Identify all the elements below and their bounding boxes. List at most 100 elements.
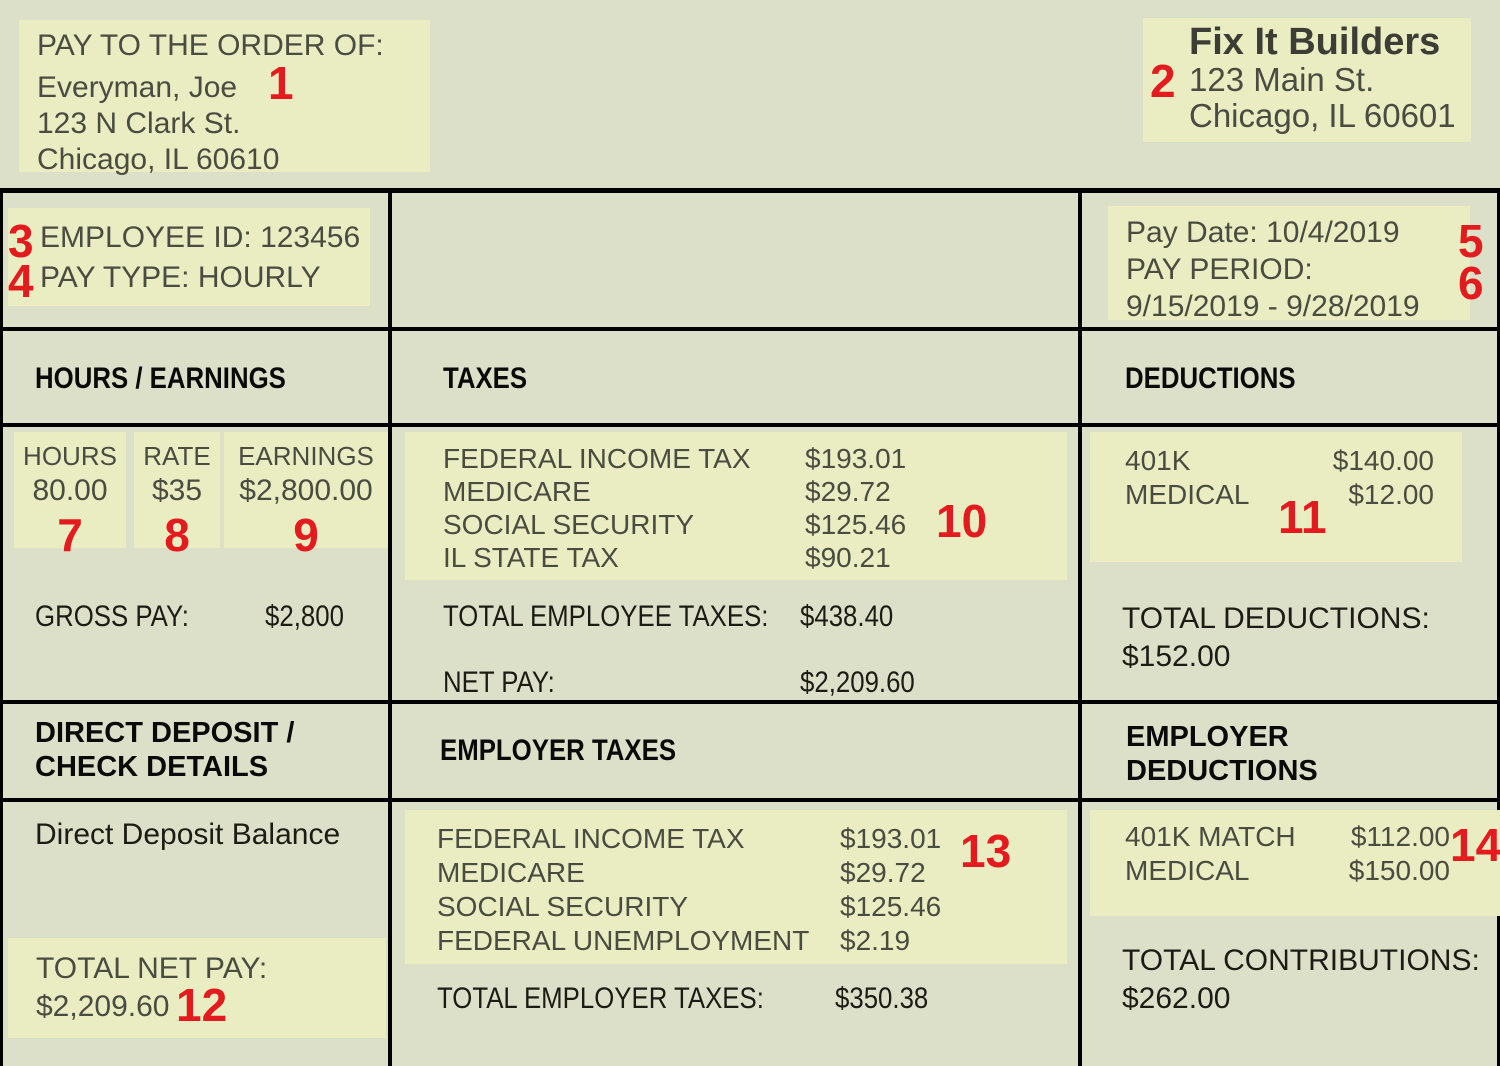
tax-label: IL STATE TAX (443, 542, 619, 573)
total-deductions-value: $152.00 (1122, 640, 1231, 673)
total-deductions-label: TOTAL DEDUCTIONS: (1122, 602, 1430, 635)
gross-pay-value: $2,800 (265, 600, 344, 633)
deduction-row: 401K $140.00 (1125, 444, 1434, 478)
payee-address-line2: Chicago, IL 60610 (37, 143, 280, 176)
tax-row: FEDERAL INCOME TAX $193.01 (443, 442, 1067, 475)
tax-value: $193.01 (805, 443, 907, 474)
employer-tax-label: SOCIAL SECURITY (437, 891, 689, 922)
employer-deduction-label: 401K MATCH (1125, 821, 1296, 852)
divider-header1 (0, 423, 1500, 427)
tax-row: IL STATE TAX $90.21 (443, 541, 1067, 574)
payee-name: Everyman, Joe (37, 71, 238, 104)
hours-column: HOURS 80.00 7 (14, 432, 126, 560)
annotation-14: 14 (1450, 819, 1500, 871)
tax-value: $29.72 (805, 476, 891, 507)
annotation-1: 1 (268, 57, 294, 109)
total-net-pay-value: $2,209.60 (36, 990, 170, 1023)
hours-earnings-header: HOURS / EARNINGS (35, 362, 286, 395)
employer-deduction-value: $150.00 (1348, 855, 1450, 886)
total-employer-taxes-label: TOTAL EMPLOYER TAXES: (437, 982, 764, 1015)
pay-date-label: Pay Date: 10/4/2019 (1126, 216, 1400, 249)
pay-period-range: 9/15/2019 - 9/28/2019 (1126, 290, 1420, 323)
deductions-block: 401K $140.00 MEDICAL $12.00 (1090, 432, 1462, 562)
pay-date-block: Pay Date: 10/4/2019 PAY PERIOD: 9/15/201… (1108, 206, 1470, 323)
payee-block: PAY TO THE ORDER OF: Everyman, Joe 123 N… (19, 20, 430, 176)
employer-tax-row: FEDERAL INCOME TAX $193.01 (437, 822, 1067, 856)
annotation-6: 6 (1458, 257, 1484, 309)
employer-tax-value: $193.01 (840, 823, 942, 854)
rate-value: $35 (151, 474, 203, 507)
annotation-9: 9 (293, 509, 319, 561)
deduction-label: 401K (1125, 445, 1191, 476)
annotation-8: 8 (164, 509, 190, 561)
employer-deduction-row: MEDICAL $150.00 (1125, 854, 1450, 888)
annotation-4: 4 (8, 255, 34, 307)
tax-label: FEDERAL INCOME TAX (443, 443, 751, 474)
employer-taxes-header: EMPLOYER TAXES (440, 734, 677, 767)
direct-deposit-header: DIRECT DEPOSIT / CHECK DETAILS (35, 717, 295, 783)
annotation-5: 5 (1458, 215, 1484, 267)
employer-tax-value: $29.72 (840, 857, 926, 888)
payee-address-line1: 123 N Clark St. (37, 107, 241, 140)
rate-label: RATE (143, 441, 211, 471)
pay-period-label: PAY PERIOD: (1126, 253, 1313, 286)
taxes-header: TAXES (443, 362, 528, 395)
total-net-pay-block: TOTAL NET PAY: $2,209.60 (8, 938, 386, 1038)
tax-value: $90.21 (805, 542, 891, 573)
earnings-column: EARNINGS $2,800.00 9 (224, 432, 388, 560)
divider-top (0, 188, 1500, 193)
employer-tax-row: SOCIAL SECURITY $125.46 (437, 890, 1067, 924)
tax-label: SOCIAL SECURITY (443, 509, 695, 540)
company-name: Fix It Builders (1189, 21, 1441, 63)
employer-tax-row: MEDICARE $29.72 (437, 856, 1067, 890)
deduction-label: MEDICAL (1125, 479, 1250, 510)
deduction-row: MEDICAL $12.00 (1125, 478, 1434, 512)
tax-label: MEDICARE (443, 476, 591, 507)
divider-mid (0, 700, 1500, 704)
total-contributions-value: $262.00 (1122, 982, 1231, 1015)
earnings-value: $2,800.00 (239, 474, 373, 507)
net-pay-label: NET PAY: (443, 666, 555, 699)
pay-type-label: PAY TYPE: HOURLY (40, 261, 321, 294)
direct-deposit-balance-label: Direct Deposit Balance (35, 818, 341, 851)
annotation-2: 2 (1150, 55, 1176, 107)
earnings-label: EARNINGS (238, 441, 374, 471)
column-divider-left (388, 188, 392, 1066)
total-employee-taxes-label: TOTAL EMPLOYEE TAXES: (443, 600, 769, 633)
annotation-12: 12 (176, 979, 228, 1031)
tax-row: SOCIAL SECURITY $125.46 (443, 508, 1067, 541)
hours-label: HOURS (23, 441, 117, 471)
deduction-value: $12.00 (1348, 479, 1434, 510)
employer-tax-value: $2.19 (840, 925, 911, 956)
deductions-header: DEDUCTIONS (1125, 362, 1296, 395)
total-contributions-label: TOTAL CONTRIBUTIONS: (1122, 944, 1480, 977)
employer-deductions-header: EMPLOYER DEDUCTIONS (1126, 721, 1318, 787)
company-address-line1: 123 Main St. (1189, 61, 1375, 98)
employer-deduction-label: MEDICAL (1125, 855, 1250, 886)
gross-pay-label: GROSS PAY: (35, 600, 189, 633)
annotation-10: 10 (936, 495, 988, 547)
divider-header2 (0, 798, 1500, 802)
table-border-right (1497, 188, 1500, 1066)
tax-row: MEDICARE $29.72 (443, 475, 1067, 508)
net-pay-value: $2,209.60 (800, 666, 915, 699)
company-address-line2: Chicago, IL 60601 (1189, 97, 1456, 134)
annotation-7: 7 (57, 509, 83, 561)
rate-column: RATE $35 8 (134, 432, 220, 560)
employer-deductions-block: 401K MATCH $112.00 MEDICAL $150.00 (1090, 810, 1500, 916)
employer-deduction-value: $112.00 (1350, 821, 1450, 852)
annotation-13: 13 (960, 825, 1012, 877)
pay-to-label: PAY TO THE ORDER OF: (37, 29, 384, 62)
total-employee-taxes-value: $438.40 (800, 600, 894, 633)
employee-id-label: EMPLOYEE ID: 123456 (40, 221, 361, 254)
deduction-value: $140.00 (1332, 445, 1434, 476)
annotation-11: 11 (1278, 491, 1327, 543)
total-net-pay-label: TOTAL NET PAY: (36, 952, 268, 985)
employer-deduction-row: 401K MATCH $112.00 (1125, 820, 1450, 854)
tax-value: $125.46 (805, 509, 907, 540)
company-block: Fix It Builders 123 Main St. Chicago, IL… (1143, 18, 1471, 142)
employee-info-block: EMPLOYEE ID: 123456 PAY TYPE: HOURLY (8, 208, 370, 306)
employer-tax-row: FEDERAL UNEMPLOYMENT $2.19 (437, 924, 1067, 958)
employer-tax-label: FEDERAL INCOME TAX (437, 823, 745, 854)
